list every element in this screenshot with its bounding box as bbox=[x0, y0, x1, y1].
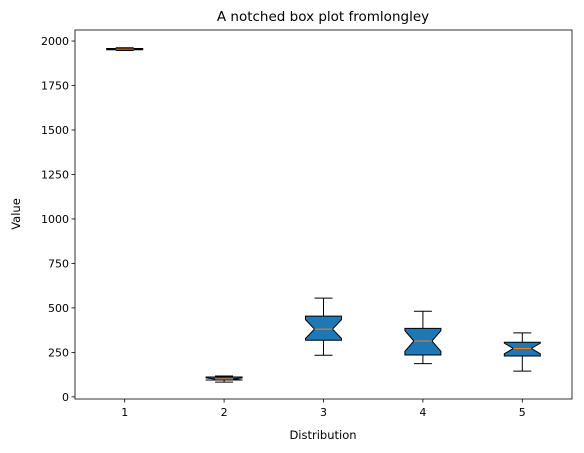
y-tick-label: 750 bbox=[48, 257, 69, 270]
x-tick-label: 2 bbox=[221, 406, 228, 419]
x-tick-label: 3 bbox=[320, 406, 327, 419]
box-1 bbox=[106, 47, 144, 51]
y-tick-label: 1750 bbox=[41, 80, 69, 93]
box-4 bbox=[404, 310, 442, 365]
y-tick-label: 1000 bbox=[41, 213, 69, 226]
x-axis-label: Distribution bbox=[289, 428, 356, 442]
y-axis: 0 250 500 750 1000 1250 1500 1750 2000 bbox=[41, 35, 75, 404]
x-tick-label: 1 bbox=[121, 406, 128, 419]
y-tick-label: 2000 bbox=[41, 35, 69, 48]
box-2 bbox=[205, 375, 243, 383]
box-3 bbox=[305, 297, 342, 356]
y-tick-label: 1250 bbox=[41, 168, 69, 181]
y-tick-label: 500 bbox=[48, 302, 69, 315]
chart-title: A notched box plot fromlongley bbox=[217, 9, 429, 25]
x-axis: 1 2 3 4 5 bbox=[121, 399, 526, 419]
y-tick-label: 1500 bbox=[41, 124, 69, 137]
box-body bbox=[404, 327, 442, 356]
x-tick-label: 4 bbox=[419, 406, 426, 419]
y-tick-label: 250 bbox=[48, 346, 69, 359]
x-tick-label: 5 bbox=[519, 406, 526, 419]
y-tick-label: 0 bbox=[62, 391, 69, 404]
box-body bbox=[503, 341, 541, 357]
box-5 bbox=[503, 332, 541, 372]
box-body bbox=[305, 315, 342, 341]
boxes bbox=[106, 47, 541, 383]
y-axis-label: Value bbox=[9, 198, 23, 230]
